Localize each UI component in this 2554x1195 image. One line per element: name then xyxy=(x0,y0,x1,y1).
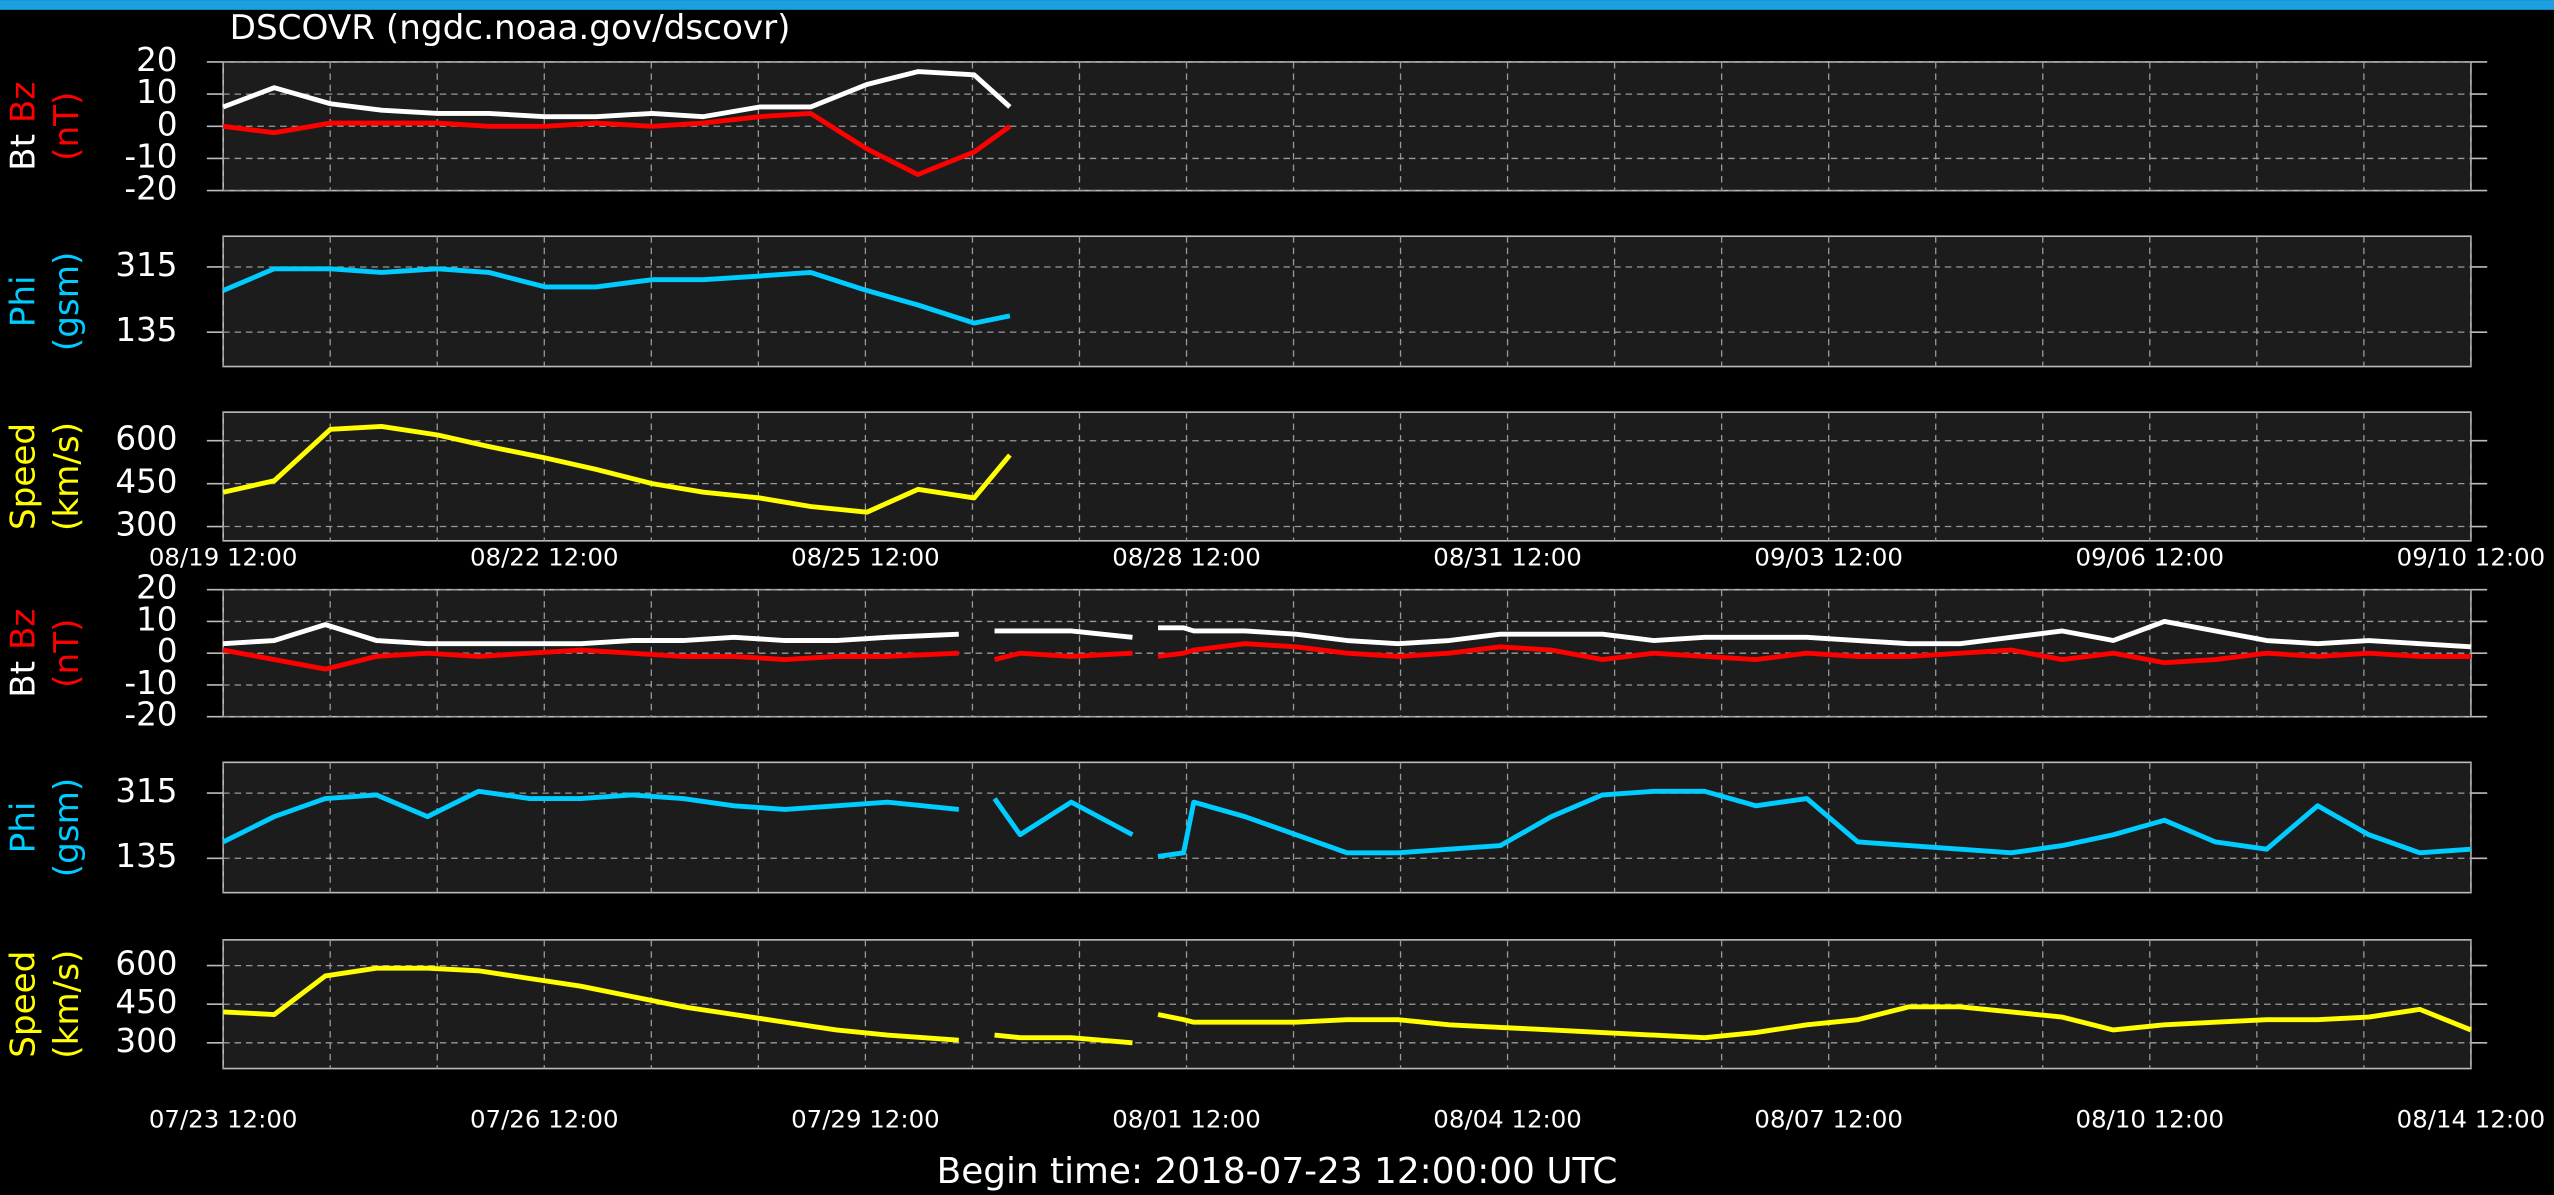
y-tick-label: -20 xyxy=(124,696,177,734)
y-axis-label: (km/s) xyxy=(47,950,87,1059)
y-axis-series-label: Bt Bz xyxy=(3,609,43,698)
y-tick-label: 315 xyxy=(115,246,177,284)
y-axis-label: (gsm) xyxy=(47,252,87,352)
legend-entry: Speed xyxy=(3,423,43,530)
x-tick-label: 09/06 12:00 xyxy=(2076,543,2225,572)
y-axis-label: (nT) xyxy=(47,92,87,161)
plot-area xyxy=(222,411,2472,542)
x-tick-label: 07/29 12:00 xyxy=(791,1105,940,1134)
x-tick-label: 08/14 12:00 xyxy=(2397,1105,2546,1134)
y-axis-label: (nT) xyxy=(47,619,87,688)
y-tick-label: 20 xyxy=(136,569,177,607)
y-axis-series-label: Speed xyxy=(3,951,43,1058)
x-tick-label: 09/03 12:00 xyxy=(1754,543,1903,572)
legend-entry: Bt xyxy=(3,661,43,698)
y-tick-label: -10 xyxy=(124,664,177,702)
y-tick-label: 10 xyxy=(136,73,177,111)
x-tick-label: 08/07 12:00 xyxy=(1754,1105,1903,1134)
y-tick-label: 0 xyxy=(157,632,178,670)
y-tick-label: 300 xyxy=(115,506,177,544)
y-tick-label: 600 xyxy=(115,945,177,983)
y-axis-series-label: Bt Bz xyxy=(3,82,43,171)
y-tick-label: -10 xyxy=(124,137,177,175)
x-tick-label: 08/19 12:00 xyxy=(149,543,298,572)
x-tick-label: 08/04 12:00 xyxy=(1433,1105,1582,1134)
x-tick-label: 09/10 12:00 xyxy=(2397,543,2546,572)
y-axis-series-label: Speed xyxy=(3,423,43,530)
y-tick-label: 20 xyxy=(136,41,177,79)
y-tick-label: 300 xyxy=(115,1022,177,1060)
x-tick-label: 08/25 12:00 xyxy=(791,543,940,572)
y-tick-label: 450 xyxy=(115,463,177,501)
x-tick-label: 08/22 12:00 xyxy=(470,543,619,572)
series-line xyxy=(222,69,1012,120)
y-tick-label: 315 xyxy=(115,772,177,810)
x-tick-label: 07/23 12:00 xyxy=(149,1105,298,1134)
legend-entry: Bt xyxy=(3,134,43,171)
legend-entry: Phi xyxy=(3,275,43,327)
series-line xyxy=(223,965,2472,1046)
top-bar xyxy=(0,0,2554,10)
x-tick-label: 08/01 12:00 xyxy=(1112,1105,1261,1134)
series-line xyxy=(222,641,2471,672)
x-tick-label: 08/28 12:00 xyxy=(1112,543,1261,572)
series-line xyxy=(222,266,1011,326)
x-tick-label: 08/31 12:00 xyxy=(1433,543,1582,572)
y-axis-series-label: Phi xyxy=(3,802,43,854)
series-line xyxy=(222,110,1012,177)
y-tick-label: 450 xyxy=(115,983,177,1021)
legend-entry: Phi xyxy=(3,802,43,854)
y-tick-label: 600 xyxy=(115,420,177,458)
y-tick-label: 0 xyxy=(157,105,178,143)
x-tick-label: 08/10 12:00 xyxy=(2076,1105,2225,1134)
y-tick-label: -20 xyxy=(124,170,177,208)
x-tick-label: 07/26 12:00 xyxy=(470,1105,619,1134)
series-line xyxy=(222,788,2472,859)
footer: Begin time: 2018-07-23 12:00:00 UTC xyxy=(937,1151,1618,1192)
y-axis-series-label: Phi xyxy=(3,275,43,327)
legend-entry: Bz xyxy=(3,609,43,650)
series-line xyxy=(222,619,2472,650)
legend-entry: Speed xyxy=(3,951,43,1058)
legend-entry: Bz xyxy=(3,82,43,123)
y-axis-label: (km/s) xyxy=(47,422,87,531)
y-tick-label: 135 xyxy=(115,311,177,349)
y-tick-label: 135 xyxy=(115,837,177,875)
y-axis-label: (gsm) xyxy=(47,778,87,877)
y-tick-label: 10 xyxy=(136,600,177,638)
plot-area xyxy=(222,761,2472,894)
plot-area xyxy=(222,235,2472,368)
chart-title: DSCOVR (ngdc.noaa.gov/dscovr) xyxy=(230,8,791,48)
series-line xyxy=(222,423,1012,515)
